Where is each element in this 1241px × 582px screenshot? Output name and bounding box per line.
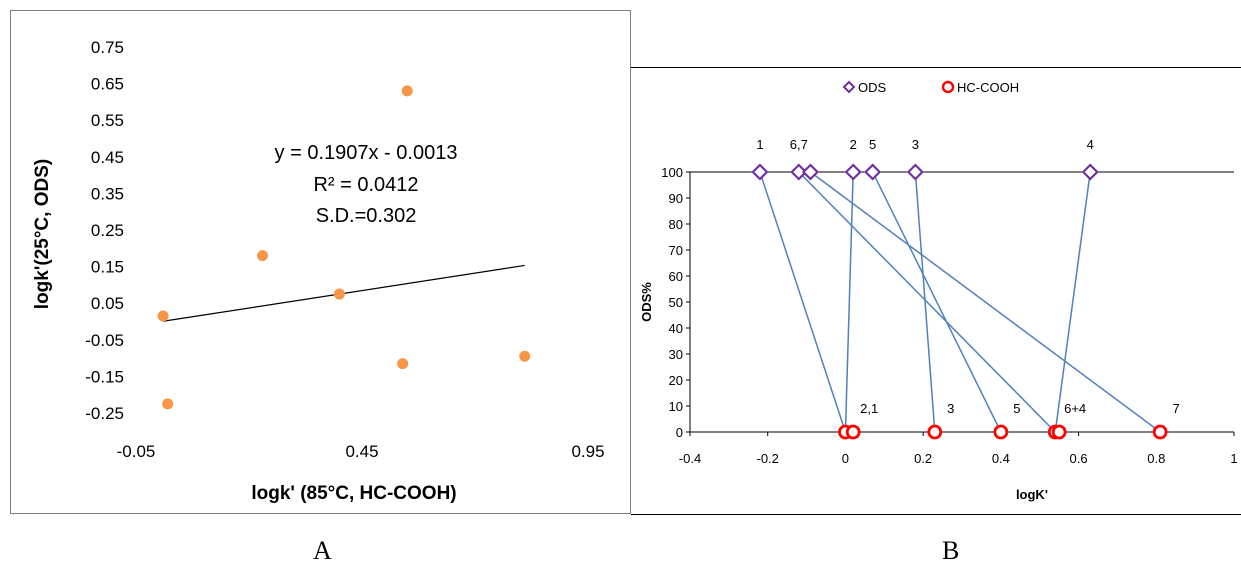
connector-line: [759, 171, 847, 433]
trend-annotation: S.D.=0.302: [316, 205, 417, 227]
ods-point: [801, 163, 820, 181]
y-tick-label: 60: [669, 269, 683, 284]
connector-line: [844, 171, 854, 433]
y-tick-label: 50: [669, 295, 683, 310]
y-tick-label: 0.75: [91, 38, 124, 57]
ods-point-label: 6,7: [790, 137, 808, 152]
legend-hc-label: HC-COOH: [957, 80, 1019, 95]
ods-point: [751, 163, 769, 181]
ods-point: [1081, 163, 1099, 181]
y-tick-label: -0.05: [85, 331, 124, 350]
caption-b: B: [942, 536, 960, 565]
x-tick-label: 0.45: [345, 442, 378, 461]
y-tick-label: 10: [669, 399, 683, 414]
hc-point: [1051, 424, 1067, 440]
hc-point-label: 6+4: [1064, 401, 1086, 416]
ods-point: [844, 163, 862, 181]
hc-point: [927, 424, 943, 440]
hc-point: [993, 424, 1009, 440]
data-point: [257, 250, 269, 262]
y-tick-label: 0.15: [91, 258, 124, 277]
x-tick-label: -0.2: [757, 451, 779, 466]
x-tick-label: 0.8: [1147, 451, 1165, 466]
ods-point-label: 2: [850, 137, 857, 152]
connector-line: [871, 171, 1002, 433]
x-axis-label: logK': [1016, 487, 1048, 502]
data-point: [401, 85, 413, 97]
x-tick-label: 0.95: [571, 442, 604, 461]
hc-point: [845, 424, 861, 440]
ods-point: [864, 163, 882, 181]
x-tick-label: -0.4: [679, 451, 701, 466]
y-tick-label: 20: [669, 373, 683, 388]
legend-hc-marker: [941, 80, 955, 94]
chart-b-panel: 0 10 20 30 40 50 60 70 80 90 100 -0.4 -0.2 0 0.2 0.4 0.6…: [631, 67, 1241, 515]
ods-point-label: 1: [756, 137, 763, 152]
y-tick-label: 30: [669, 347, 683, 362]
hc-point-label: 5: [1013, 401, 1020, 416]
chart-a-panel: 0.75 0.65 0.55 0.45 0.35 0.25 0.15 0.05 -0.05 -0.…: [10, 10, 631, 514]
y-tick-label: -0.25: [85, 404, 124, 423]
x-tick-label: 0.4: [992, 451, 1010, 466]
chart-b-svg: 0 10 20 30 40 50 60 70 80 90 100 -0.4 -0.2 0 0.2 0.4 0.6…: [639, 80, 1238, 502]
ods-point-label: 3: [912, 137, 919, 152]
ods-point-label: 4: [1087, 137, 1094, 152]
hc-point-label: 7: [1173, 401, 1180, 416]
caption-a: A: [313, 536, 332, 565]
data-point: [162, 398, 174, 410]
hc-point-label: 2,1: [860, 401, 878, 416]
ods-point-label: 5: [869, 137, 876, 152]
connector-line: [798, 171, 1056, 433]
legend-ods-label: ODS: [858, 80, 887, 95]
y-tick-label: 0.45: [91, 148, 124, 167]
y-tick-label: 0.55: [91, 111, 124, 130]
connector-line: [810, 171, 1161, 433]
hc-point-label: 3: [947, 401, 954, 416]
y-tick-label: 0.65: [91, 75, 124, 94]
y-tick-label: 40: [669, 321, 683, 336]
trend-annotation: R² = 0.0412: [313, 174, 418, 196]
x-axis-label: logk' (85°C, HC-COOH): [251, 483, 456, 504]
y-tick-label: 0.05: [91, 294, 124, 313]
connector-line: [1054, 171, 1091, 433]
ods-point: [906, 163, 924, 181]
y-tick-label: 0: [676, 425, 683, 440]
data-point: [397, 358, 409, 370]
y-tick-label: 0.35: [91, 184, 124, 203]
chart-a-svg: 0.75 0.65 0.55 0.45 0.35 0.25 0.15 0.05 -0.05 -0.…: [32, 38, 605, 504]
y-tick-label: -0.15: [85, 367, 124, 386]
x-tick-label: 0: [842, 451, 849, 466]
y-tick-label: 0.25: [91, 221, 124, 240]
data-point: [519, 350, 531, 362]
y-tick-label: 90: [669, 191, 683, 206]
ods-point: [790, 163, 808, 181]
legend-ods-marker: [842, 80, 856, 94]
y-axis-label: ODS%: [639, 282, 654, 322]
data-point: [157, 310, 169, 322]
x-tick-label: -0.05: [117, 442, 156, 461]
x-tick-label: 1: [1230, 451, 1237, 466]
trend-annotation: y = 0.1907x - 0.0013: [275, 142, 458, 164]
y-tick-label: 80: [669, 217, 683, 232]
hc-point: [1152, 424, 1168, 440]
data-point: [333, 288, 345, 300]
x-tick-label: 0.2: [914, 451, 932, 466]
y-tick-label: 100: [661, 165, 683, 180]
y-axis-label: logk'(25°C, ODS): [32, 159, 53, 309]
connector-line: [914, 171, 936, 433]
x-tick-label: 0.6: [1070, 451, 1088, 466]
y-tick-label: 70: [669, 243, 683, 258]
